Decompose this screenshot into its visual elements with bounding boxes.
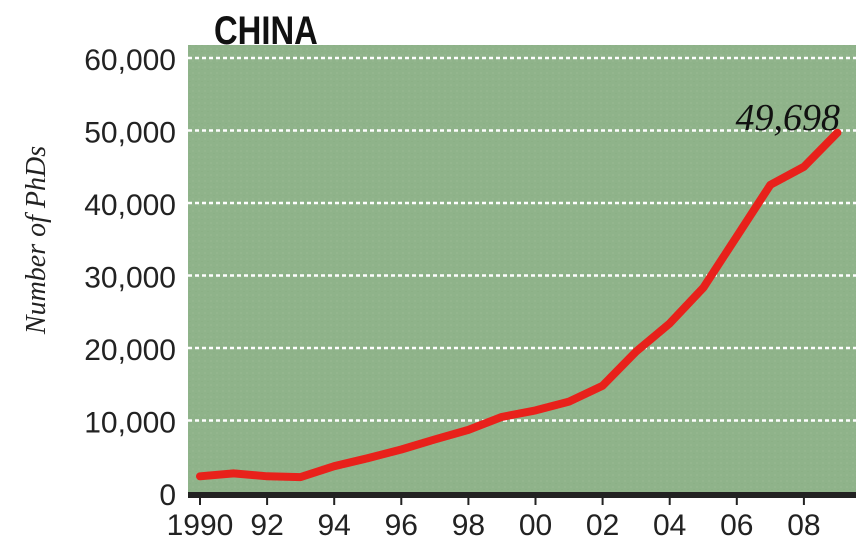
gridlines [188, 56, 856, 422]
x-tick-label: 06 [720, 509, 753, 540]
y-axis-label: Number of PhDs [21, 146, 52, 335]
x-tick-label: 98 [452, 509, 485, 540]
plot-texture [188, 45, 856, 493]
y-tick-label: 0 [159, 479, 176, 512]
y-tick-label: 30,000 [84, 262, 176, 295]
y-tick-label: 20,000 [84, 334, 176, 367]
x-tick-label: 1990 [167, 509, 234, 540]
x-tick-label: 08 [787, 509, 820, 540]
y-tick-label: 40,000 [84, 189, 176, 222]
y-tick-label: 60,000 [84, 44, 176, 77]
y-axis-ticks: 0 10,000 20,000 30,000 40,000 50,000 60,000 [84, 44, 176, 512]
x-axis-ticks: 1990 92 94 96 98 00 02 04 06 08 [167, 495, 821, 540]
chart-title: CHINA [214, 8, 318, 53]
x-tick-label: 92 [250, 509, 283, 540]
x-tick-label: 94 [318, 509, 351, 540]
x-tick-label: 04 [653, 509, 686, 540]
y-tick-label: 10,000 [84, 407, 176, 440]
x-tick-label: 02 [586, 509, 619, 540]
x-tick-label: 00 [519, 509, 552, 540]
y-tick-label: 50,000 [84, 117, 176, 150]
x-tick-label: 96 [385, 509, 418, 540]
end-value-annotation: 49,698 [736, 97, 841, 139]
series-line [196, 128, 842, 482]
